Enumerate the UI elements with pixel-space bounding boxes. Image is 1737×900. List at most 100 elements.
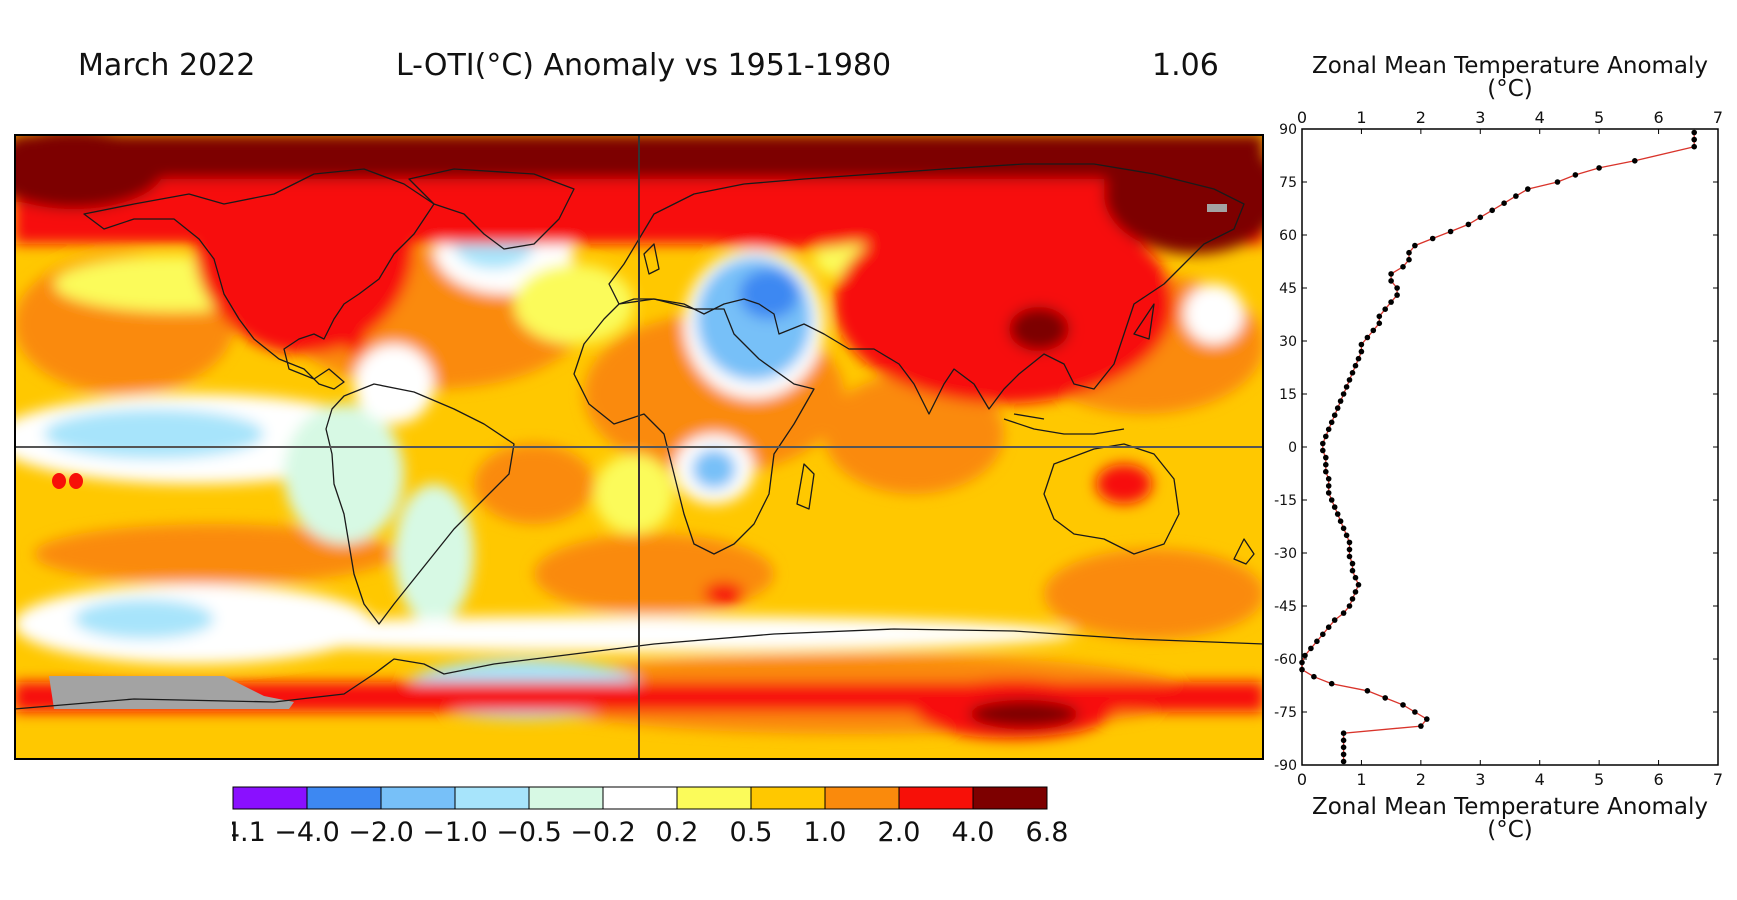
anomaly-region (474, 444, 594, 524)
zonal-mean-point (1337, 518, 1344, 524)
coastline-japan (1133, 303, 1155, 340)
zonal-mean-chart: Zonal Mean Temperature Anomaly (°C) Zona… (1265, 46, 1735, 850)
colorbar-swatch (602, 786, 678, 810)
zonal-mean-point (1340, 525, 1347, 532)
colorbar-swatch (824, 786, 900, 810)
anomaly-region (1009, 307, 1069, 351)
zonal-mean-point (1340, 751, 1347, 758)
colorbar-swatch (306, 786, 382, 810)
zonal-mean-point (1370, 327, 1377, 334)
zonal-mean-point (1349, 560, 1356, 567)
zonal-mean-point (1382, 306, 1388, 313)
colorbar-label: 0.2 (656, 817, 699, 848)
anomaly-region (692, 449, 736, 489)
zonal-mean-point (1691, 143, 1697, 150)
y-tick-label: 15 (1279, 387, 1297, 403)
colorbar-label: −0.2 (570, 817, 636, 848)
zonal-mean-point (1388, 271, 1394, 277)
colorbar-label: −2.0 (348, 817, 414, 848)
no-data-region (1207, 204, 1227, 212)
zonal-mean-point (1355, 582, 1362, 588)
y-tick-label: 0 (1288, 440, 1297, 456)
colorbar-swatch (750, 786, 826, 810)
zonal-mean-point (1346, 539, 1353, 546)
zonal-mean-point (1447, 228, 1454, 235)
zonal-mean-point (1406, 256, 1412, 263)
zonal-mean-point (1340, 730, 1347, 736)
zonal-mean-point (1325, 426, 1332, 433)
coastlines (14, 163, 1264, 710)
x-tick-label-bottom: 1 (1356, 770, 1366, 789)
zonal-mean-point (1320, 440, 1326, 447)
coastline-north-america (83, 168, 435, 390)
anomaly-region (194, 616, 1074, 652)
x-tick-label-bottom: 7 (1713, 770, 1723, 789)
colorbar-label: −0.5 (496, 817, 562, 848)
anomaly-region (514, 264, 634, 344)
coastline-uk (643, 243, 660, 275)
x-tick-label-top: 6 (1653, 108, 1663, 127)
zonal-mean-point (1328, 680, 1335, 687)
colorbar-swatch (380, 786, 456, 810)
anomaly-region (969, 700, 1079, 728)
anomaly-region (74, 599, 214, 639)
anomaly-region (834, 204, 1174, 404)
anomaly-region (1104, 134, 1264, 254)
zonal-chart-xlabel: Zonal Mean Temperature Anomaly (1312, 794, 1708, 820)
zonal-mean-point (1394, 292, 1400, 298)
x-tick-label-bottom: 0 (1297, 770, 1307, 789)
zonal-mean-point (1691, 136, 1697, 143)
plot-frame (1301, 128, 1719, 766)
zonal-mean-point (1328, 497, 1335, 503)
zonal-mean-point (1346, 546, 1353, 553)
anomaly-region (14, 134, 164, 209)
zonal-mean-point (1394, 285, 1400, 291)
coastline-madagascar (796, 463, 815, 510)
y-tick-label: 75 (1279, 175, 1297, 191)
y-tick-label: 60 (1279, 228, 1297, 244)
x-tick-label-bottom: 2 (1416, 770, 1426, 789)
x-tick-label-top: 3 (1475, 108, 1485, 127)
anomaly-region (284, 404, 404, 544)
anomaly-region (69, 473, 83, 489)
zonal-mean-point (1323, 433, 1329, 440)
zonal-mean-point (1299, 659, 1305, 666)
x-tick-label-bottom: 6 (1653, 770, 1663, 789)
zonal-mean-point (1376, 313, 1383, 320)
coastline-eurasia (608, 163, 1245, 415)
zonal-mean-point (1314, 638, 1320, 645)
zonal-mean-point (1477, 214, 1484, 221)
anomaly-region (1096, 464, 1152, 504)
zonal-mean-point (1308, 645, 1314, 652)
map-title: L-OTI(°C) Anomaly vs 1951-1980 (396, 48, 892, 83)
y-tick-label: -15 (1274, 493, 1297, 509)
coastline-new-zealand (1233, 538, 1255, 565)
zonal-mean-point (1331, 412, 1338, 419)
zonal-mean-point (1323, 461, 1329, 468)
zonal-mean-point (1325, 476, 1332, 482)
zonal-mean-point (1334, 511, 1341, 517)
zonal-mean-point (1429, 235, 1436, 242)
x-tick-label-bottom: 3 (1475, 770, 1485, 789)
anomaly-region (52, 473, 66, 489)
zonal-mean-point (1349, 370, 1356, 376)
zonal-mean-point (1412, 242, 1418, 249)
zonal-mean-point (1388, 278, 1394, 284)
anomaly-region (34, 524, 394, 584)
anomaly-region (824, 374, 1004, 494)
coastline-australia (1043, 443, 1180, 555)
zonal-mean-point (1340, 758, 1347, 765)
zonal-mean-point (1632, 158, 1638, 164)
zonal-mean-point (1406, 249, 1412, 256)
colorbar-swatch (454, 786, 530, 810)
y-tick-label: -30 (1274, 546, 1297, 562)
zonal-mean-point (1325, 624, 1332, 630)
y-tick-label: 90 (1279, 122, 1297, 138)
colorbar-label: 1.0 (804, 817, 847, 848)
zonal-mean-point (1343, 384, 1350, 390)
map-frame (14, 134, 1264, 760)
y-tick-label: 30 (1279, 334, 1297, 350)
y-tick-label: -60 (1274, 652, 1297, 668)
zonal-mean-point (1337, 398, 1344, 404)
zonal-mean-point (1376, 320, 1383, 327)
